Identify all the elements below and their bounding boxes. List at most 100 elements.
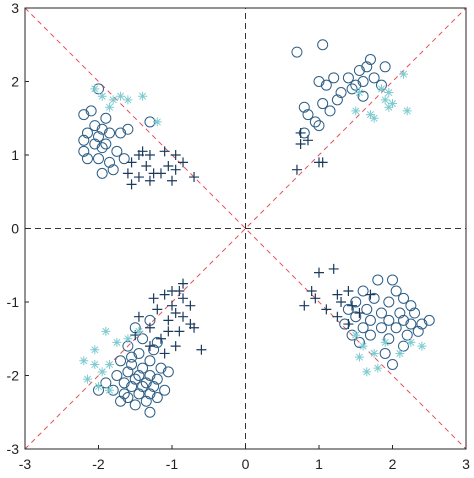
plus-marker xyxy=(306,285,317,296)
asterisk-marker xyxy=(79,356,89,366)
plus-marker xyxy=(343,319,354,330)
plus-marker xyxy=(152,304,163,315)
circle-marker xyxy=(320,79,332,91)
x-tick-label: 1 xyxy=(315,456,323,472)
plus-marker xyxy=(328,263,339,274)
asterisk-marker xyxy=(376,84,386,94)
plus-marker xyxy=(336,297,347,307)
circle-marker xyxy=(364,53,376,65)
circle-marker xyxy=(401,329,413,341)
asterisk-marker xyxy=(108,95,118,105)
plus-marker xyxy=(144,322,155,333)
circle-marker xyxy=(100,377,112,389)
asterisk-marker xyxy=(123,95,133,105)
plus-marker xyxy=(347,300,358,311)
circle-marker xyxy=(122,392,134,404)
circle-marker xyxy=(423,314,435,326)
x-tick-label: 0 xyxy=(242,456,250,472)
circle-marker xyxy=(111,370,123,381)
circle-marker xyxy=(394,307,406,319)
circle-marker xyxy=(129,373,141,385)
plus-marker xyxy=(314,267,324,278)
plus-marker xyxy=(144,341,155,352)
circle-marker xyxy=(78,134,90,146)
plus-marker xyxy=(167,300,177,311)
asterisk-marker xyxy=(351,106,361,116)
plus-marker xyxy=(155,333,166,344)
circle-marker xyxy=(93,153,104,165)
circle-marker xyxy=(409,307,421,319)
asterisk-marker xyxy=(105,385,115,395)
plus-marker xyxy=(174,326,185,337)
plus-marker xyxy=(144,175,155,186)
asterisk-marker xyxy=(90,345,100,355)
plus-marker xyxy=(321,304,332,315)
circle-marker xyxy=(398,340,410,352)
plus-marker xyxy=(170,164,181,175)
circle-marker xyxy=(151,392,163,404)
circle-marker xyxy=(353,64,365,76)
plus-marker xyxy=(178,157,189,168)
asterisk-marker xyxy=(152,117,162,127)
circle-marker xyxy=(96,123,108,135)
circle-marker xyxy=(78,145,90,157)
circle-marker xyxy=(405,318,417,330)
asterisk-marker xyxy=(384,88,394,98)
circle-marker xyxy=(398,292,410,304)
circle-marker xyxy=(375,322,387,334)
circle-marker xyxy=(317,98,329,110)
plus-marker xyxy=(133,172,144,183)
circle-marker xyxy=(118,153,130,165)
data-points xyxy=(78,39,435,418)
plus-marker xyxy=(137,146,148,157)
diagonal-line xyxy=(24,7,467,450)
plus-marker xyxy=(122,168,133,179)
plus-marker xyxy=(159,146,170,157)
asterisk-marker xyxy=(380,337,390,347)
circle-marker xyxy=(151,373,163,385)
asterisk-marker xyxy=(384,102,394,112)
circle-marker xyxy=(144,388,156,400)
asterisk-marker xyxy=(354,88,364,98)
asterisk-marker xyxy=(365,110,375,120)
circle-marker xyxy=(140,395,152,407)
circle-marker xyxy=(298,101,310,113)
circle-marker xyxy=(387,274,398,286)
circle-marker xyxy=(379,61,391,73)
circle-marker xyxy=(350,79,362,91)
circle-marker xyxy=(387,358,398,370)
circle-marker xyxy=(126,351,138,363)
circle-marker xyxy=(151,336,163,348)
x-tick-label: -3 xyxy=(19,456,32,472)
asterisk-marker xyxy=(97,91,107,101)
asterisk-marker xyxy=(402,106,412,116)
asterisk-marker xyxy=(351,330,361,340)
asterisk-marker xyxy=(417,341,427,351)
plus-marker xyxy=(295,127,306,138)
plus-marker xyxy=(174,285,185,296)
circle-marker xyxy=(133,370,145,381)
plus-marker xyxy=(317,157,328,168)
circle-marker xyxy=(137,381,149,393)
circle-marker xyxy=(317,39,329,51)
circle-marker xyxy=(324,105,336,117)
plus-marker xyxy=(178,293,189,304)
y-tick-label: 0 xyxy=(11,221,19,237)
plus-marker xyxy=(144,150,155,160)
circle-marker xyxy=(379,347,391,359)
circle-marker xyxy=(364,329,376,341)
asterisk-marker xyxy=(94,382,103,392)
asterisk-marker xyxy=(97,367,107,377)
circle-marker xyxy=(122,123,134,135)
circle-marker xyxy=(89,138,101,150)
y-tick-label: 3 xyxy=(11,0,19,16)
circle-marker xyxy=(115,127,127,139)
circle-marker xyxy=(328,72,340,84)
circle-marker xyxy=(93,131,104,143)
circle-marker xyxy=(346,83,358,95)
circle-marker xyxy=(140,377,152,389)
plus-marker xyxy=(163,161,174,172)
plus-marker xyxy=(189,172,200,183)
asterisk-marker xyxy=(90,359,100,369)
circle-marker xyxy=(137,362,149,374)
